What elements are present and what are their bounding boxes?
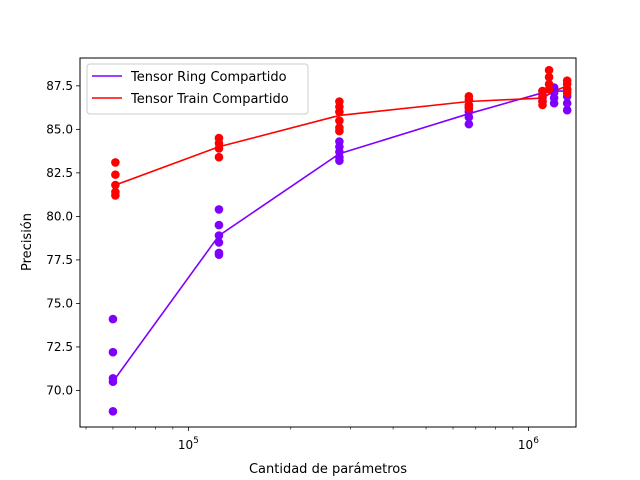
data-point-tensor-ring	[214, 238, 224, 247]
y-tick-label: 77.5	[46, 253, 73, 267]
data-point-tensor-ring	[562, 98, 572, 108]
y-tick-label: 80.0	[46, 209, 73, 223]
data-point-tensor-ring	[214, 220, 224, 230]
x-tick-label: 106	[518, 436, 539, 452]
data-point-tensor-ring	[335, 156, 344, 165]
data-point-tensor-ring	[108, 347, 118, 357]
data-point-tensor-train	[544, 65, 554, 75]
data-point-tensor-train	[544, 85, 554, 94]
data-point-tensor-train	[111, 191, 120, 200]
data-point-tensor-ring	[562, 105, 572, 115]
legend: Tensor Ring Compartido Tensor Train Comp…	[86, 63, 309, 115]
data-point-tensor-ring	[214, 205, 224, 214]
y-tick-label: 82.5	[46, 166, 73, 180]
data-point-tensor-ring	[108, 377, 118, 387]
data-point-tensor-ring	[464, 112, 474, 122]
plot-frame	[79, 57, 577, 428]
data-point-tensor-train	[335, 116, 344, 125]
data-point-tensor-ring	[214, 231, 224, 240]
y-axis-ticks: 70.0 72.5 75.0 77.5 80.0 82.5 85.0 87.5	[46, 79, 80, 397]
data-point-tensor-ring	[214, 248, 224, 258]
plot-layer	[108, 65, 572, 416]
legend-box	[86, 63, 309, 115]
legend-label-tensor-ring: Tensor Ring Compartido	[130, 70, 287, 85]
data-point-tensor-train	[111, 180, 120, 190]
data-point-tensor-train	[562, 88, 572, 98]
x-axis-label: Cantidad de parámetros	[249, 462, 407, 477]
data-point-tensor-train	[111, 158, 120, 167]
data-point-tensor-ring	[464, 119, 474, 129]
data-point-tensor-ring	[549, 98, 559, 108]
data-point-tensor-train	[214, 144, 224, 153]
y-tick-label: 85.0	[46, 122, 73, 136]
data-point-tensor-train	[464, 104, 474, 113]
data-point-tensor-train	[214, 152, 224, 162]
y-axis-label: Precisión	[20, 213, 35, 271]
data-point-tensor-ring	[108, 407, 118, 416]
y-tick-label: 70.0	[46, 383, 73, 397]
y-tick-label: 87.5	[46, 79, 73, 93]
data-point-tensor-train	[335, 126, 344, 136]
data-point-tensor-train	[335, 107, 344, 117]
legend-label-tensor-train: Tensor Train Compartido	[130, 92, 289, 107]
data-point-tensor-train	[544, 72, 554, 82]
y-tick-label: 72.5	[46, 340, 73, 354]
data-point-tensor-ring	[108, 314, 118, 324]
x-tick-label: 105	[178, 436, 199, 452]
y-tick-label: 75.0	[46, 296, 73, 310]
data-point-tensor-train	[538, 100, 547, 110]
x-axis-ticks: 105 106	[85, 427, 539, 452]
data-point-tensor-train	[111, 170, 120, 179]
